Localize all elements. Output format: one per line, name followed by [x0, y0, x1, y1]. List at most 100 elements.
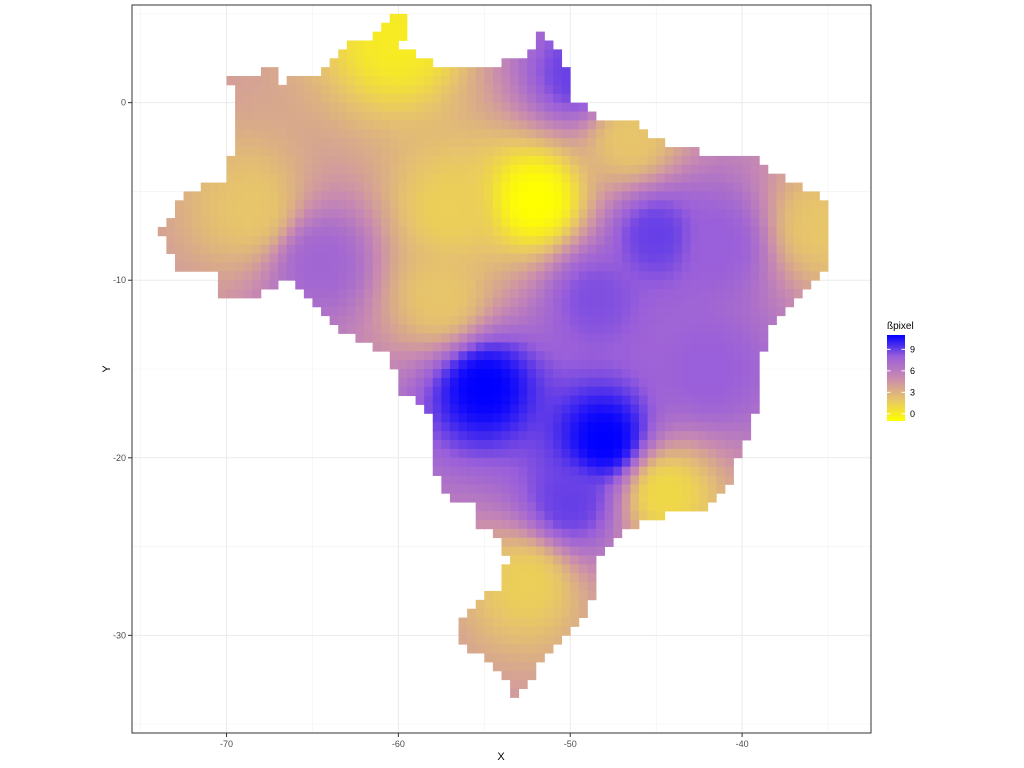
heatmap-cell: [286, 182, 296, 192]
heatmap-cell: [467, 280, 477, 290]
heatmap-cell: [596, 244, 606, 254]
heatmap-cell: [424, 164, 434, 175]
heatmap-cell: [432, 102, 442, 112]
heatmap-cell: [192, 218, 202, 228]
heatmap-cell: [553, 67, 563, 77]
heatmap-cell: [424, 138, 434, 148]
heatmap-cell: [303, 289, 313, 299]
heatmap-cell: [484, 102, 494, 112]
heatmap-cell: [690, 484, 700, 494]
heatmap-cell: [518, 502, 528, 512]
heatmap-cell: [243, 173, 253, 183]
heatmap-cell: [286, 253, 296, 263]
heatmap-cell: [767, 289, 777, 299]
heatmap-cell: [596, 129, 606, 139]
heatmap-cell: [544, 138, 554, 148]
heatmap-cell: [535, 76, 545, 86]
heatmap-cell: [553, 573, 563, 583]
heatmap-cell: [690, 457, 700, 468]
heatmap-cell: [742, 235, 752, 246]
heatmap-cell: [535, 573, 545, 583]
heatmap-cell: [329, 306, 339, 317]
heatmap-cell: [785, 297, 795, 308]
heatmap-cell: [578, 226, 588, 237]
heatmap-cell: [441, 226, 451, 237]
heatmap-cell: [767, 253, 777, 263]
heatmap-cell: [518, 102, 528, 112]
heatmap-cell: [716, 289, 726, 299]
heatmap-cell: [467, 67, 477, 77]
heatmap-cell: [372, 324, 382, 334]
heatmap-cell: [467, 120, 477, 130]
heatmap-cell: [604, 129, 614, 139]
heatmap-cell: [621, 369, 631, 379]
heatmap-cell: [406, 155, 416, 166]
heatmap-cell: [802, 271, 812, 281]
heatmap-cell: [346, 244, 356, 254]
heatmap-cells: [157, 13, 829, 698]
heatmap-cell: [518, 253, 528, 263]
heatmap-cell: [621, 395, 631, 405]
heatmap-cell: [587, 297, 597, 308]
heatmap-cell: [664, 182, 674, 192]
heatmap-cell: [733, 297, 743, 308]
heatmap-cell: [587, 537, 597, 547]
heatmap-cell: [329, 155, 339, 166]
heatmap-cell: [501, 120, 511, 130]
heatmap-cell: [596, 546, 606, 556]
heatmap-cell: [553, 519, 563, 530]
heatmap-cell: [415, 351, 425, 361]
heatmap-cell: [604, 457, 614, 468]
heatmap-cell: [733, 386, 743, 397]
heatmap-cell: [406, 218, 416, 228]
heatmap-cell: [733, 244, 743, 254]
heatmap-cell: [527, 262, 537, 272]
heatmap-cell: [535, 40, 545, 50]
heatmap-cell: [518, 369, 528, 379]
heatmap-cell: [432, 333, 442, 343]
heatmap-cell: [724, 457, 734, 468]
heatmap-cell: [535, 129, 545, 139]
heatmap-cell: [690, 182, 700, 192]
heatmap-cell: [613, 271, 623, 281]
heatmap-cell: [441, 413, 451, 423]
heatmap-cell: [621, 315, 631, 326]
heatmap-cell: [716, 457, 726, 468]
heatmap-cell: [570, 475, 580, 485]
heatmap-cell: [458, 67, 468, 77]
heatmap-cell: [312, 173, 322, 183]
heatmap-cell: [733, 431, 743, 441]
heatmap-cell: [364, 191, 373, 201]
heatmap-cell: [707, 155, 717, 166]
heatmap-cell: [338, 155, 348, 166]
heatmap-cell: [561, 280, 571, 290]
heatmap-cell: [776, 173, 786, 183]
heatmap-cell: [527, 182, 537, 192]
heatmap-cell: [501, 218, 511, 228]
heatmap-cell: [724, 413, 734, 423]
heatmap-cell: [613, 360, 623, 370]
heatmap-cell: [243, 244, 253, 254]
heatmap-cell: [724, 262, 734, 272]
heatmap-cell: [406, 297, 416, 308]
heatmap-cell: [424, 235, 434, 246]
heatmap-cell: [716, 155, 726, 166]
heatmap-cell: [406, 138, 416, 148]
heatmap-cell: [604, 297, 614, 308]
heatmap-cell: [449, 93, 459, 104]
heatmap-cell: [690, 218, 700, 228]
heatmap-cell: [587, 466, 597, 476]
heatmap-cell: [398, 386, 408, 397]
heatmap-cell: [527, 369, 537, 379]
heatmap-cell: [638, 511, 648, 521]
heatmap-cell: [699, 431, 709, 441]
heatmap-cell: [664, 351, 674, 361]
heatmap-cell: [501, 670, 511, 681]
heatmap-cell: [209, 253, 219, 263]
heatmap-cell: [243, 147, 253, 157]
heatmap-cell: [587, 511, 597, 521]
heatmap-cell: [458, 377, 468, 388]
heatmap-cell: [699, 457, 709, 468]
heatmap-cell: [724, 306, 734, 317]
heatmap-cell: [707, 448, 717, 459]
